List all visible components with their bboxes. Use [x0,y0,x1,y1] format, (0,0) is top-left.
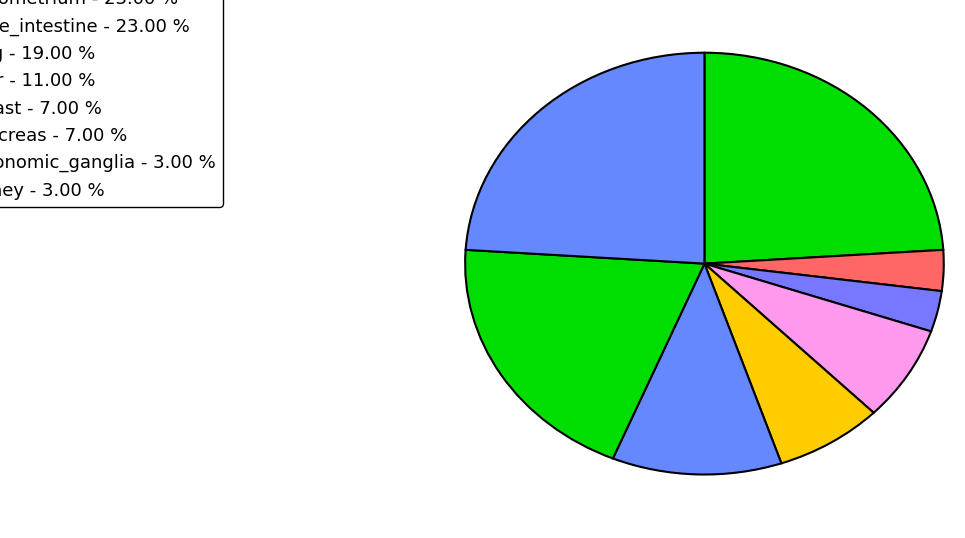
Wedge shape [704,53,943,264]
Wedge shape [704,264,931,413]
Wedge shape [704,264,873,463]
Wedge shape [613,264,782,475]
Wedge shape [704,264,942,331]
Wedge shape [466,53,704,264]
Wedge shape [704,250,944,291]
Legend: endometrium - 23.00 %, large_intestine - 23.00 %, lung - 19.00 %, liver - 11.00 : endometrium - 23.00 %, large_intestine -… [0,0,223,207]
Wedge shape [465,250,704,458]
